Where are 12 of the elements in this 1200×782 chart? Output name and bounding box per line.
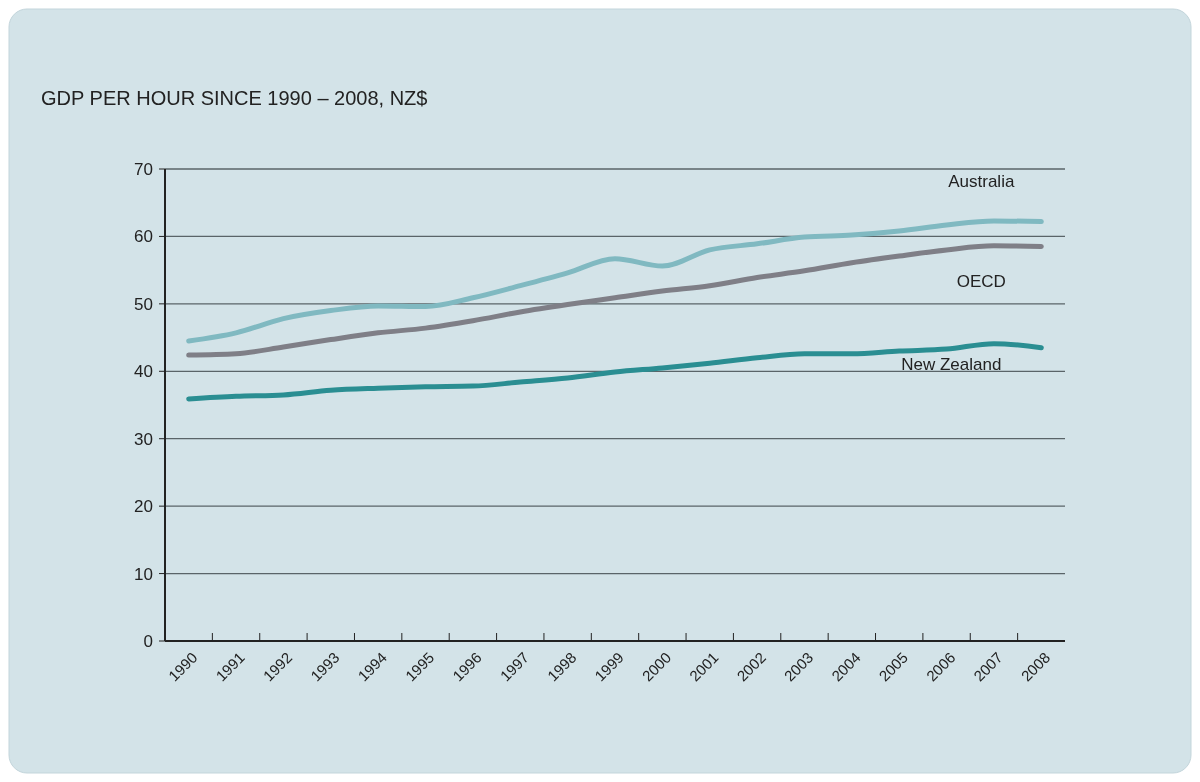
y-tick-label: 10 xyxy=(134,564,153,584)
y-tick-label: 60 xyxy=(134,227,153,247)
y-tick-label: 50 xyxy=(134,294,153,314)
y-tick-label: 30 xyxy=(134,429,153,449)
series-label: OECD xyxy=(956,271,1006,291)
y-tick-label: 0 xyxy=(143,631,153,651)
chart-title: GDP PER HOUR SINCE 1990 – 2008, NZ$ xyxy=(41,87,428,109)
y-tick-label: 70 xyxy=(134,159,153,179)
y-tick-label: 20 xyxy=(134,497,153,517)
y-tick-label: 40 xyxy=(134,362,153,382)
series-label: New Zealand xyxy=(901,354,1002,374)
series-label: Australia xyxy=(948,171,1015,191)
